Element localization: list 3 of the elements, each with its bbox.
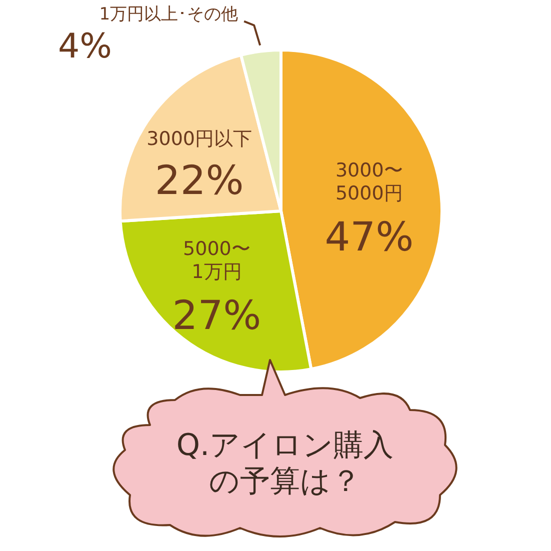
data-label: 4% — [58, 26, 112, 66]
title: Q.アイロン購入の予算は？ — [176, 428, 394, 499]
slice-label: 1万円以上･その他 — [99, 4, 238, 24]
